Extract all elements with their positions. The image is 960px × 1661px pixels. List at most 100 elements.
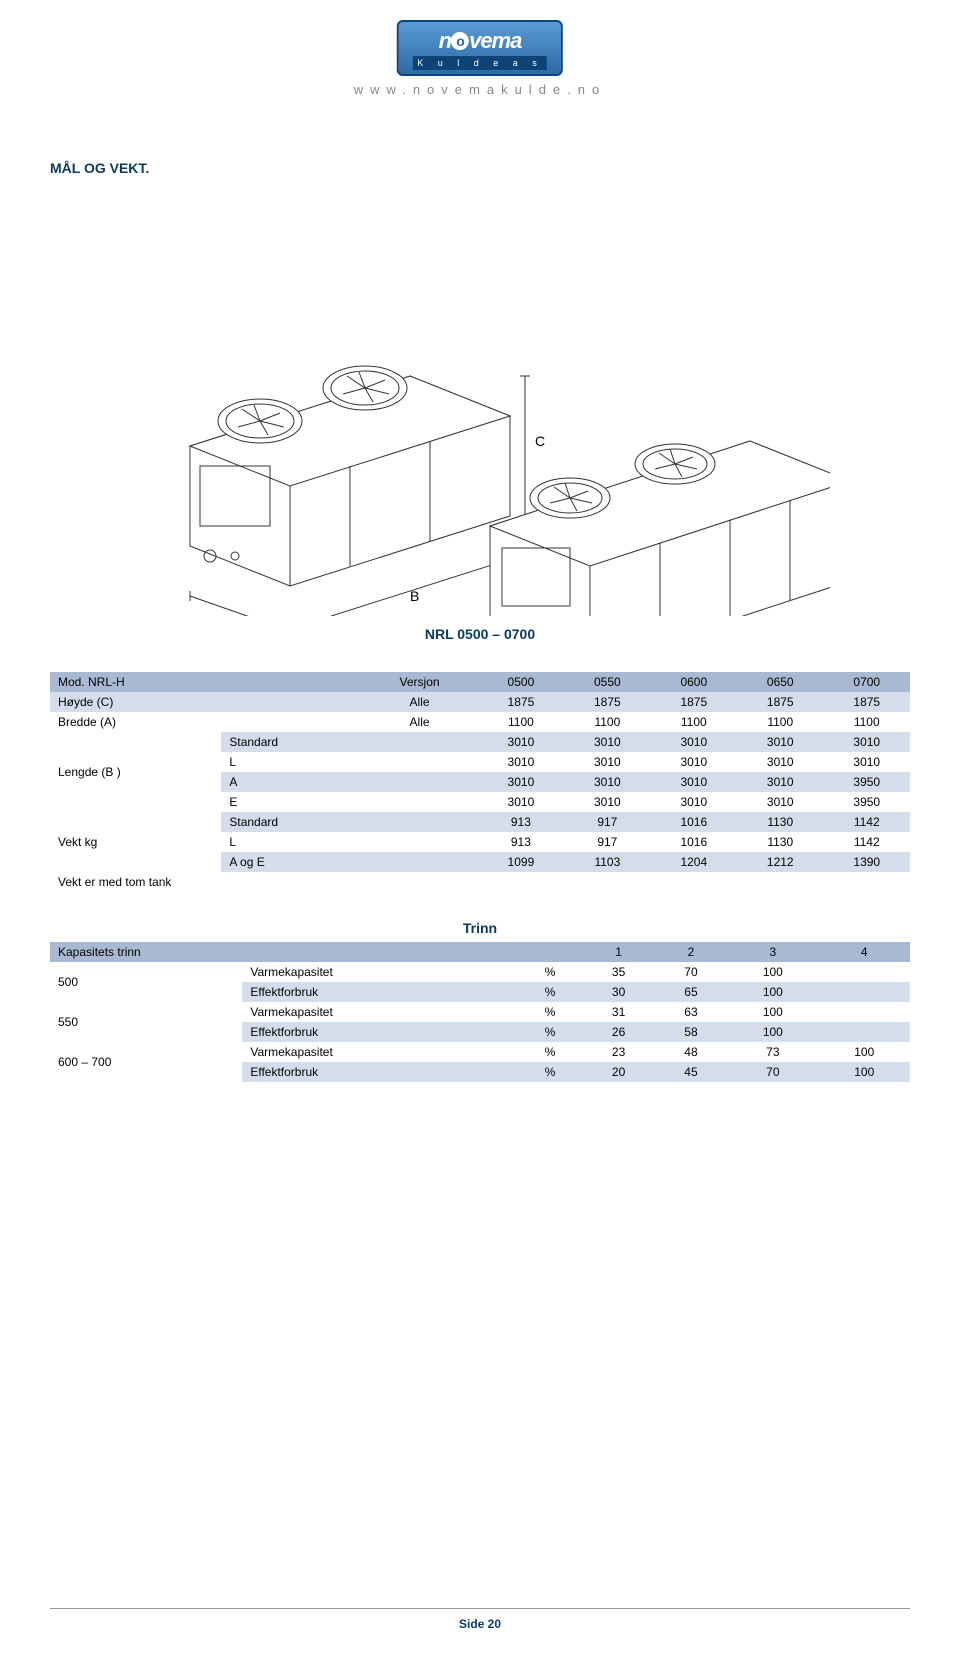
metric-name: Effektforbruk bbox=[242, 1062, 517, 1082]
product-diagram: A B C bbox=[50, 196, 910, 642]
value-cell: 1204 bbox=[651, 852, 737, 872]
diagram-caption: NRL 0500 – 0700 bbox=[50, 626, 910, 642]
value-cell: 48 bbox=[655, 1042, 727, 1062]
value-cell: 45 bbox=[655, 1062, 727, 1082]
table-row: Lengde (B )Standard30103010301030103010 bbox=[50, 732, 910, 752]
row-label: Bredde (A) bbox=[50, 712, 361, 732]
value-cell: 58 bbox=[655, 1022, 727, 1042]
version-cell: Standard bbox=[221, 812, 361, 832]
value-cell: 1103 bbox=[564, 852, 650, 872]
value-cell: 1875 bbox=[478, 692, 564, 712]
value-cell: 100 bbox=[819, 1062, 910, 1082]
value-cell: 3950 bbox=[823, 772, 910, 792]
hdr-cell: 0500 bbox=[478, 672, 564, 692]
value-cell: 70 bbox=[655, 962, 727, 982]
logo-url: www.novemakulde.no bbox=[354, 82, 606, 97]
value-cell: 3010 bbox=[564, 752, 650, 772]
value-cell: 100 bbox=[727, 1022, 818, 1042]
version-cell: A og E bbox=[221, 852, 361, 872]
hdr-cell: 2 bbox=[655, 942, 727, 962]
value-cell: 3010 bbox=[737, 792, 823, 812]
unit-cell: % bbox=[518, 1042, 583, 1062]
group-label: Lengde (B ) bbox=[50, 732, 221, 812]
trinn-title: Trinn bbox=[50, 920, 910, 936]
hdr-cell: 4 bbox=[819, 942, 910, 962]
version-cell: E bbox=[221, 792, 361, 812]
value-cell: 3010 bbox=[564, 772, 650, 792]
table-footnote-row: Vekt er med tom tank bbox=[50, 872, 910, 892]
value-cell: 1130 bbox=[737, 812, 823, 832]
value-cell: 3010 bbox=[823, 732, 910, 752]
capacity-steps-table: Kapasitets trinn1234500Varmekapasitet%35… bbox=[50, 942, 910, 1082]
metric-name: Varmekapasitet bbox=[242, 1042, 517, 1062]
value-cell: 31 bbox=[582, 1002, 654, 1022]
value-cell: 3010 bbox=[478, 732, 564, 752]
row-label: Høyde (C) bbox=[50, 692, 361, 712]
value-cell: 23 bbox=[582, 1042, 654, 1062]
value-cell: 1130 bbox=[737, 832, 823, 852]
value-cell: 3010 bbox=[823, 752, 910, 772]
value-cell: 26 bbox=[582, 1022, 654, 1042]
svg-text:C: C bbox=[535, 433, 545, 449]
value-cell: 3010 bbox=[564, 732, 650, 752]
unit-cell: % bbox=[518, 1022, 583, 1042]
page-footer: Side 20 bbox=[50, 1608, 910, 1631]
table-row: 500Varmekapasitet%3570100 bbox=[50, 962, 910, 982]
table-row: 600 – 700Varmekapasitet%234873100 bbox=[50, 1042, 910, 1062]
hdr-cell: 0600 bbox=[651, 672, 737, 692]
table-header-row: Mod. NRL-HVersjon05000550060006500700 bbox=[50, 672, 910, 692]
value-cell bbox=[819, 982, 910, 1002]
brand-header: novema K u l d e a s www.novemakulde.no bbox=[354, 20, 606, 97]
dimensions-table: Mod. NRL-HVersjon05000550060006500700Høy… bbox=[50, 672, 910, 892]
value-cell: 1100 bbox=[651, 712, 737, 732]
value-cell: 3010 bbox=[737, 752, 823, 772]
version-cell: Alle bbox=[361, 712, 477, 732]
version-cell: L bbox=[221, 832, 361, 852]
version-cell: Alle bbox=[361, 692, 477, 712]
value-cell: 3010 bbox=[564, 792, 650, 812]
value-cell: 3010 bbox=[478, 792, 564, 812]
value-cell: 917 bbox=[564, 832, 650, 852]
version-cell: L bbox=[221, 752, 361, 772]
value-cell: 1875 bbox=[564, 692, 650, 712]
value-cell: 1016 bbox=[651, 832, 737, 852]
value-cell: 3010 bbox=[651, 772, 737, 792]
unit-cell: % bbox=[518, 1002, 583, 1022]
value-cell: 1390 bbox=[823, 852, 910, 872]
value-cell: 1875 bbox=[737, 692, 823, 712]
value-cell: 3010 bbox=[651, 792, 737, 812]
value-cell: 100 bbox=[727, 1002, 818, 1022]
value-cell: 1100 bbox=[823, 712, 910, 732]
hdr-cell: 1 bbox=[582, 942, 654, 962]
value-cell: 3010 bbox=[737, 732, 823, 752]
iso-drawing: A B C bbox=[130, 196, 830, 616]
hdr-cell: 0550 bbox=[564, 672, 650, 692]
value-cell: 1100 bbox=[564, 712, 650, 732]
value-cell: 100 bbox=[727, 982, 818, 1002]
metric-name: Varmekapasitet bbox=[242, 1002, 517, 1022]
group-label: 600 – 700 bbox=[50, 1042, 242, 1082]
logo-subtitle: K u l d e a s bbox=[413, 56, 547, 70]
value-cell: 1100 bbox=[478, 712, 564, 732]
value-cell: 35 bbox=[582, 962, 654, 982]
value-cell: 1212 bbox=[737, 852, 823, 872]
table-row: 550Varmekapasitet%3163100 bbox=[50, 1002, 910, 1022]
footnote: Vekt er med tom tank bbox=[50, 872, 910, 892]
hdr-cell bbox=[518, 942, 583, 962]
hdr-cell: Kapasitets trinn bbox=[50, 942, 518, 962]
value-cell: 20 bbox=[582, 1062, 654, 1082]
group-label: 550 bbox=[50, 1002, 242, 1042]
value-cell: 3010 bbox=[478, 772, 564, 792]
metric-name: Varmekapasitet bbox=[242, 962, 517, 982]
hdr-cell: 3 bbox=[727, 942, 818, 962]
table-header-row: Kapasitets trinn 1234 bbox=[50, 942, 910, 962]
table-row: Høyde (C)Alle18751875187518751875 bbox=[50, 692, 910, 712]
value-cell: 1142 bbox=[823, 832, 910, 852]
metric-name: Effektforbruk bbox=[242, 1022, 517, 1042]
unit-cell: % bbox=[518, 962, 583, 982]
section-title: MÅL OG VEKT. bbox=[50, 160, 910, 176]
value-cell: 70 bbox=[727, 1062, 818, 1082]
version-cell: Standard bbox=[221, 732, 361, 752]
group-label: 500 bbox=[50, 962, 242, 1002]
value-cell: 65 bbox=[655, 982, 727, 1002]
